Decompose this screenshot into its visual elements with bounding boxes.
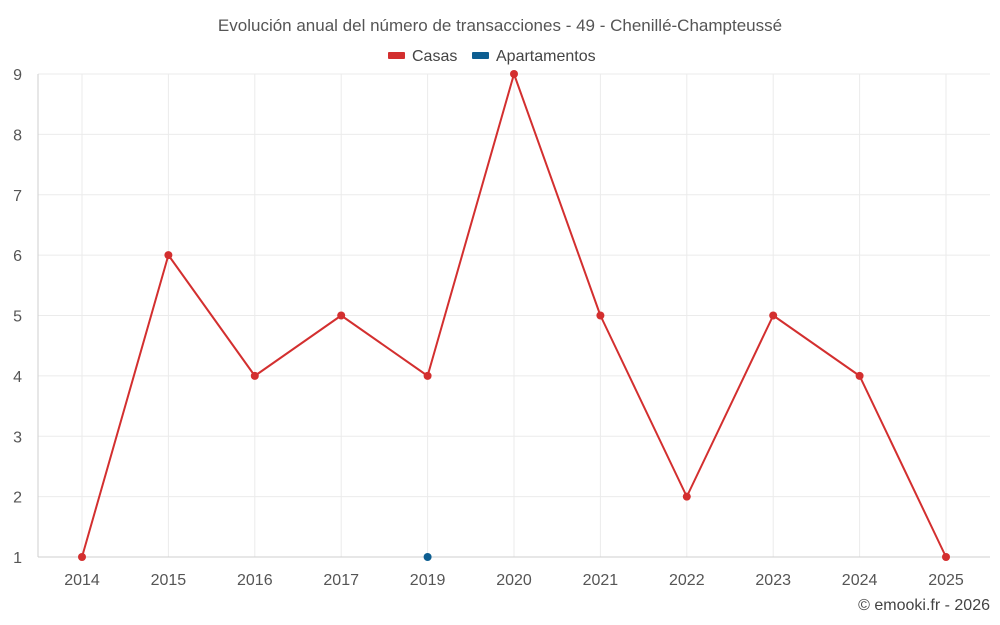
legend-label-casas: Casas [412,48,457,65]
legend: Casas Apartamentos [388,48,596,65]
x-tick-label: 2015 [151,572,187,589]
legend-label-apartamentos: Apartamentos [496,48,596,65]
y-tick-label: 4 [13,369,22,386]
y-tick-label: 8 [13,127,22,144]
y-tick-label: 5 [13,309,22,326]
axes: 1 2 3 4 5 6 7 8 9 2014 2015 2016 2017 2019 2020 2021 202… [13,67,990,589]
credit-text: © emooki.fr - 2026 [858,597,990,614]
data-point-casas [682,492,691,501]
x-tick-label: 2020 [496,572,532,589]
x-tick-label: 2025 [928,572,964,589]
grid [38,73,990,558]
y-tick-label: 6 [13,248,22,265]
data-point-casas [942,553,950,561]
chart-title: Evolución anual del número de transaccio… [218,16,782,35]
data-point-casas [337,311,346,320]
x-tick-label: 2019 [410,572,446,589]
data-point-apartamentos [423,553,432,561]
x-tick-label: 2021 [583,572,619,589]
x-tick-label: 2022 [669,572,705,589]
data-point-casas [164,251,173,260]
y-tick-label: 7 [13,188,22,205]
x-tick-label: 2016 [237,572,273,589]
y-tick-label: 2 [13,490,22,507]
x-tick-label: 2014 [64,572,100,589]
y-tick-label: 1 [13,550,22,567]
legend-swatch-casas [388,52,405,59]
x-tick-label: 2024 [842,572,878,589]
series-layer [78,70,950,561]
legend-swatch-apartamentos [472,52,489,59]
x-tick-label: 2023 [755,572,791,589]
x-tick-label: 2017 [323,572,359,589]
data-point-casas [596,311,605,320]
data-point-casas [250,371,259,380]
data-point-casas [423,371,432,380]
data-point-casas [78,553,86,561]
data-point-casas [510,70,518,78]
data-point-casas [769,311,778,320]
y-tick-label: 3 [13,429,22,446]
y-tick-label: 9 [13,67,22,84]
data-point-casas [855,371,864,380]
